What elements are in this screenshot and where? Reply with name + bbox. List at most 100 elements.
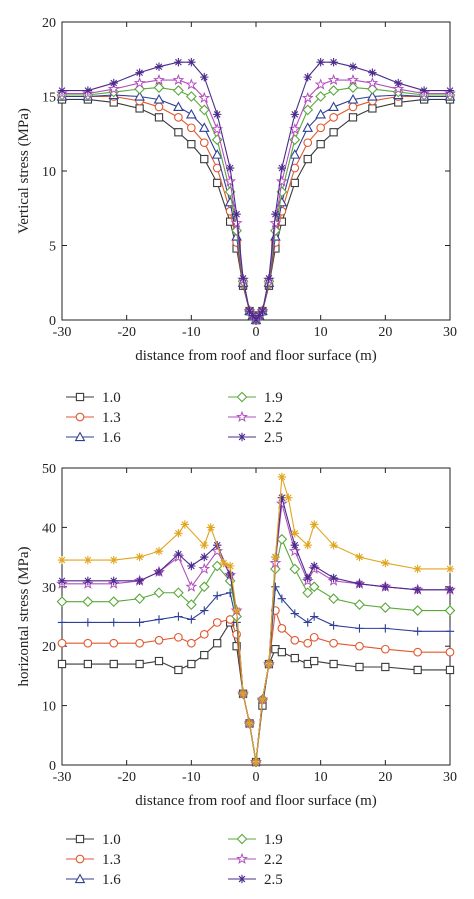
data-point <box>186 638 196 648</box>
x-tick-label: 20 <box>378 325 392 340</box>
data-point <box>134 90 145 101</box>
y-tick-label: 50 <box>42 462 56 477</box>
data-point <box>284 493 293 502</box>
legend-marker <box>236 833 248 845</box>
series-2.2 <box>56 73 456 326</box>
data-point <box>83 86 93 95</box>
series-line <box>62 61 450 321</box>
data-point <box>134 593 145 605</box>
data-point <box>225 163 235 173</box>
legend-label: 1.0 <box>102 832 121 848</box>
legend-marker <box>236 410 248 423</box>
data-point <box>302 587 314 599</box>
data-point <box>271 552 280 562</box>
data-point <box>174 529 183 538</box>
legend-label: 2.2 <box>264 852 283 868</box>
series-2.2 <box>56 497 456 768</box>
data-point <box>238 689 248 698</box>
data-point <box>154 113 164 122</box>
data-point <box>329 621 338 630</box>
series-line <box>62 610 450 763</box>
series-line <box>62 95 450 321</box>
data-point <box>173 85 184 96</box>
data-point <box>277 647 287 657</box>
data-point <box>133 76 146 89</box>
data-point <box>276 533 288 545</box>
legend-entry: 1.0 <box>66 390 121 406</box>
legend-label: 1.6 <box>102 872 121 888</box>
data-point <box>347 73 359 86</box>
legend-marker <box>75 412 85 422</box>
data-point <box>309 632 319 642</box>
data-point <box>198 91 211 104</box>
data-point <box>348 62 358 71</box>
data-point <box>367 90 378 101</box>
data-point <box>413 665 422 675</box>
data-point <box>230 216 243 229</box>
series-1.6 <box>56 89 456 325</box>
series-2.5 <box>57 58 455 325</box>
horizontal-stress-chart: -30 -20 -10 0 10 20 30 0 10 20 30 40 50 distance from… <box>16 462 457 809</box>
data-point <box>347 82 359 93</box>
data-point <box>277 163 287 173</box>
data-point <box>394 78 403 88</box>
data-point <box>314 78 327 90</box>
data-point <box>264 274 274 283</box>
data-point <box>213 591 222 600</box>
data-point <box>185 78 198 90</box>
series-line <box>62 98 450 321</box>
legend-marker <box>75 392 85 402</box>
data-point <box>187 659 196 669</box>
data-point <box>109 618 118 627</box>
x-tick-label: -30 <box>53 770 72 785</box>
data-point <box>328 85 339 96</box>
data-point <box>290 110 299 119</box>
legend-entry: 1.9 <box>228 390 283 406</box>
data-point <box>174 549 183 559</box>
data-point <box>186 123 196 133</box>
data-point <box>57 576 67 586</box>
data-point <box>174 665 183 675</box>
data-point <box>154 546 164 556</box>
data-point <box>174 113 183 122</box>
series-line <box>62 503 450 763</box>
data-point <box>327 73 340 86</box>
data-point <box>135 659 144 669</box>
y-tick-label: 15 <box>42 91 56 106</box>
data-point <box>302 122 314 132</box>
data-point <box>310 656 319 666</box>
data-point <box>213 110 222 119</box>
legend-label: 2.5 <box>264 872 283 888</box>
data-point <box>212 618 222 627</box>
data-point <box>57 555 67 565</box>
data-point <box>172 73 185 86</box>
data-point <box>187 615 196 624</box>
data-point <box>303 638 313 648</box>
y-tick-label: 0 <box>49 314 56 329</box>
y-tick-label: 0 <box>49 759 56 774</box>
data-point <box>238 274 248 283</box>
data-point <box>225 561 235 571</box>
y-tick-label: 30 <box>42 581 56 596</box>
data-point <box>310 612 319 621</box>
data-point <box>381 662 390 672</box>
x-tick-label: -10 <box>182 770 201 785</box>
series-line <box>62 584 450 763</box>
data-point <box>413 647 423 657</box>
data-point <box>219 558 228 568</box>
x-tick-label: -30 <box>53 325 72 340</box>
data-point <box>288 544 301 557</box>
data-point <box>153 587 165 599</box>
data-point <box>258 306 267 316</box>
data-point <box>199 629 209 639</box>
data-point <box>413 627 422 636</box>
y-tick-label: 20 <box>42 640 56 655</box>
data-point <box>303 138 313 148</box>
data-point <box>290 178 299 188</box>
data-point <box>419 86 429 95</box>
data-point <box>185 108 197 119</box>
data-point <box>187 140 196 149</box>
y-tick-label: 5 <box>49 240 56 255</box>
legend-entry: 2.2 <box>228 852 283 868</box>
